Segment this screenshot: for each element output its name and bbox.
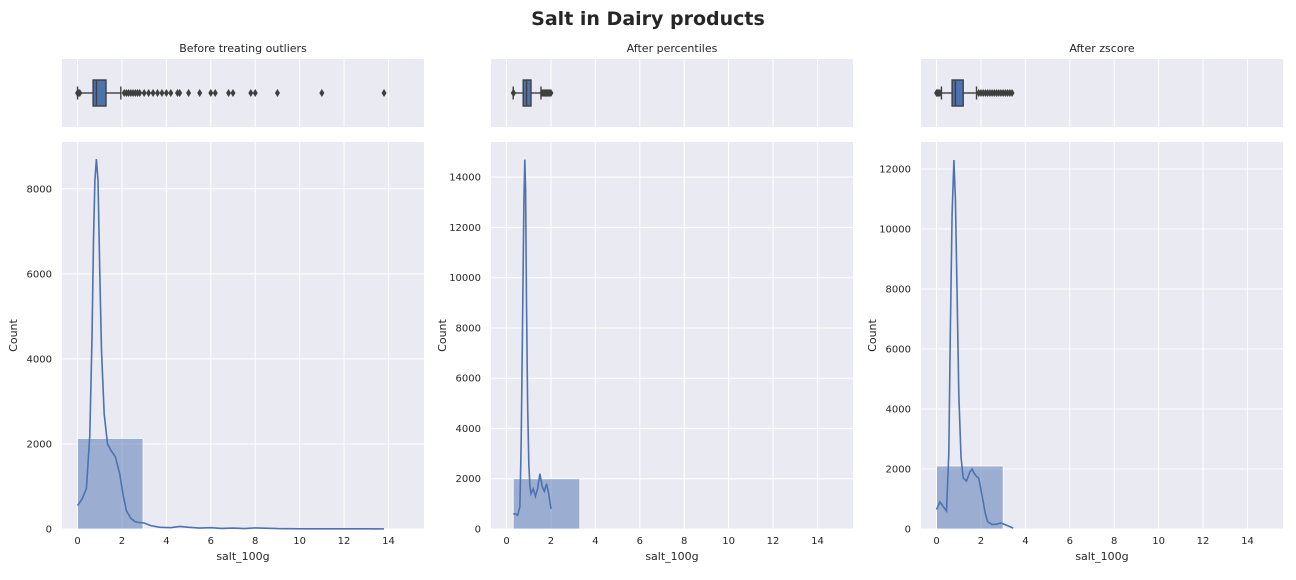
x-tick-label: 12 (338, 536, 351, 547)
panel-3: After zscore 0 2 4 6 8 10 12 14 0 2000 4000 6000 8000… (866, 42, 1283, 563)
x-tick-label: 6 (208, 536, 214, 547)
box-iqr (952, 80, 963, 106)
x-tick-label: 4 (163, 536, 169, 547)
x-tick-label: 14 (1241, 536, 1254, 547)
y-tick-label: 2000 (456, 474, 481, 485)
x-tick-label: 6 (1067, 536, 1073, 547)
x-axis-label: salt_100g (1075, 550, 1128, 563)
panel-title: After percentiles (627, 42, 718, 55)
x-tick-label: 4 (1022, 536, 1028, 547)
x-tick-label: 2 (978, 536, 984, 547)
box-iqr (93, 80, 106, 106)
y-tick-label: 12000 (449, 223, 481, 234)
x-tick-label: 0 (74, 536, 80, 547)
x-tick-label: 4 (592, 536, 598, 547)
y-tick-label: 4000 (886, 405, 911, 416)
y-tick-label: 6000 (456, 374, 481, 385)
y-tick-label: 10000 (879, 225, 911, 236)
x-tick-label: 8 (681, 536, 687, 547)
panel-title: Before treating outliers (179, 42, 307, 55)
x-tick-label: 0 (933, 536, 939, 547)
y-axis-label: Count (436, 318, 449, 351)
y-tick-label: 0 (475, 525, 481, 536)
y-tick-label: 0 (905, 525, 911, 536)
x-tick-label: 2 (119, 536, 125, 547)
y-axis-label: Count (7, 318, 20, 351)
y-tick-label: 8000 (886, 285, 911, 296)
x-axis-label: salt_100g (645, 550, 698, 563)
x-tick-label: 14 (382, 536, 395, 547)
x-tick-label: 12 (767, 536, 780, 547)
x-axis-label: salt_100g (216, 550, 269, 563)
panel-title: After zscore (1069, 42, 1134, 55)
y-tick-label: 6000 (27, 269, 52, 280)
y-tick-label: 12000 (879, 165, 911, 176)
figure-title: Salt in Dairy products (0, 8, 1296, 30)
y-tick-label: 10000 (449, 273, 481, 284)
y-tick-label: 14000 (449, 173, 481, 184)
y-tick-label: 8000 (456, 323, 481, 334)
histogram-background (491, 142, 853, 529)
y-axis-label: Count (866, 318, 879, 351)
x-tick-label: 10 (722, 536, 735, 547)
y-tick-label: 4000 (27, 354, 52, 365)
y-tick-label: 0 (46, 525, 52, 536)
y-tick-label: 4000 (456, 424, 481, 435)
x-tick-label: 8 (252, 536, 258, 547)
y-tick-label: 6000 (886, 345, 911, 356)
x-tick-label: 10 (1152, 536, 1165, 547)
y-tick-label: 8000 (27, 184, 52, 195)
x-tick-label: 10 (293, 536, 306, 547)
x-tick-label: 12 (1197, 536, 1210, 547)
panel-2: After percentiles 0 2 4 6 8 10 12 14 0 2000 4000 600… (436, 42, 853, 563)
y-tick-label: 2000 (27, 439, 52, 450)
x-tick-label: 0 (503, 536, 509, 547)
x-tick-label: 6 (637, 536, 643, 547)
panel-1: Before treating outliers 0 2 4 6 8 10 12 14 0 2000… (7, 42, 424, 563)
x-tick-label: 2 (548, 536, 554, 547)
x-tick-label: 14 (811, 536, 824, 547)
x-tick-label: 8 (1111, 536, 1117, 547)
y-tick-label: 2000 (886, 465, 911, 476)
